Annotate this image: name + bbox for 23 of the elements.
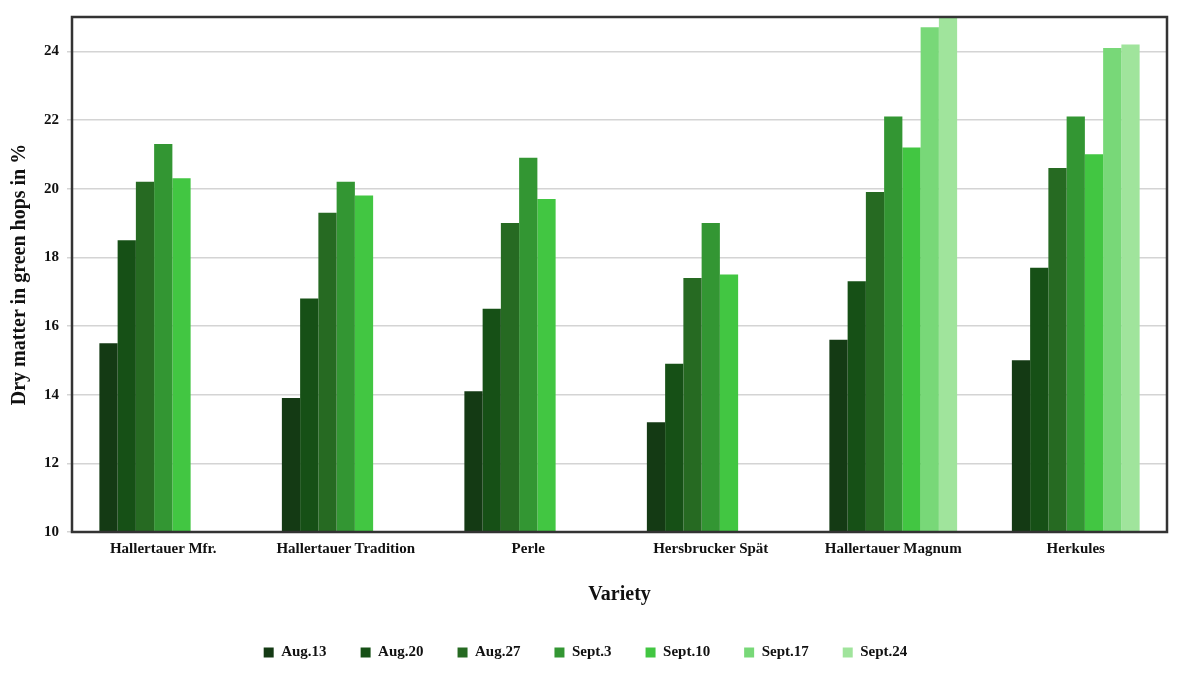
x-tick-label: Hersbrucker Spät [653, 539, 769, 556]
x-tick-label: Hallertauer Tradition [276, 539, 416, 556]
y-tick-label: 24 [44, 42, 60, 59]
y-tick-label: 20 [44, 179, 59, 196]
y-tick-label: 10 [44, 522, 59, 539]
legend-label: Sept.17 [761, 643, 810, 660]
x-tick-label: Hallertauer Magnum [824, 539, 963, 556]
y-tick-label: 18 [44, 248, 59, 265]
legend-label: Sept.3 [571, 643, 612, 660]
y-tick-label: 16 [44, 316, 60, 333]
x-axis-title: Variety [588, 582, 651, 606]
legend-label: Sept.24 [860, 643, 908, 660]
y-tick-label: 14 [44, 385, 60, 402]
x-tick-label: Perle [511, 539, 546, 556]
x-tick-label: Herkules [1046, 539, 1106, 556]
legend-label: Aug.27 [475, 643, 521, 660]
legend-label: Sept.10 [663, 643, 711, 660]
legend-label: Aug.13 [281, 643, 327, 660]
legend-label: Aug.20 [378, 643, 424, 660]
y-tick-label: 22 [44, 110, 59, 127]
y-axis-title: Dry matter in green hops in % [7, 143, 31, 406]
x-tick-label: Hallertauer Mfr. [109, 539, 217, 556]
y-tick-label: 12 [44, 454, 59, 471]
